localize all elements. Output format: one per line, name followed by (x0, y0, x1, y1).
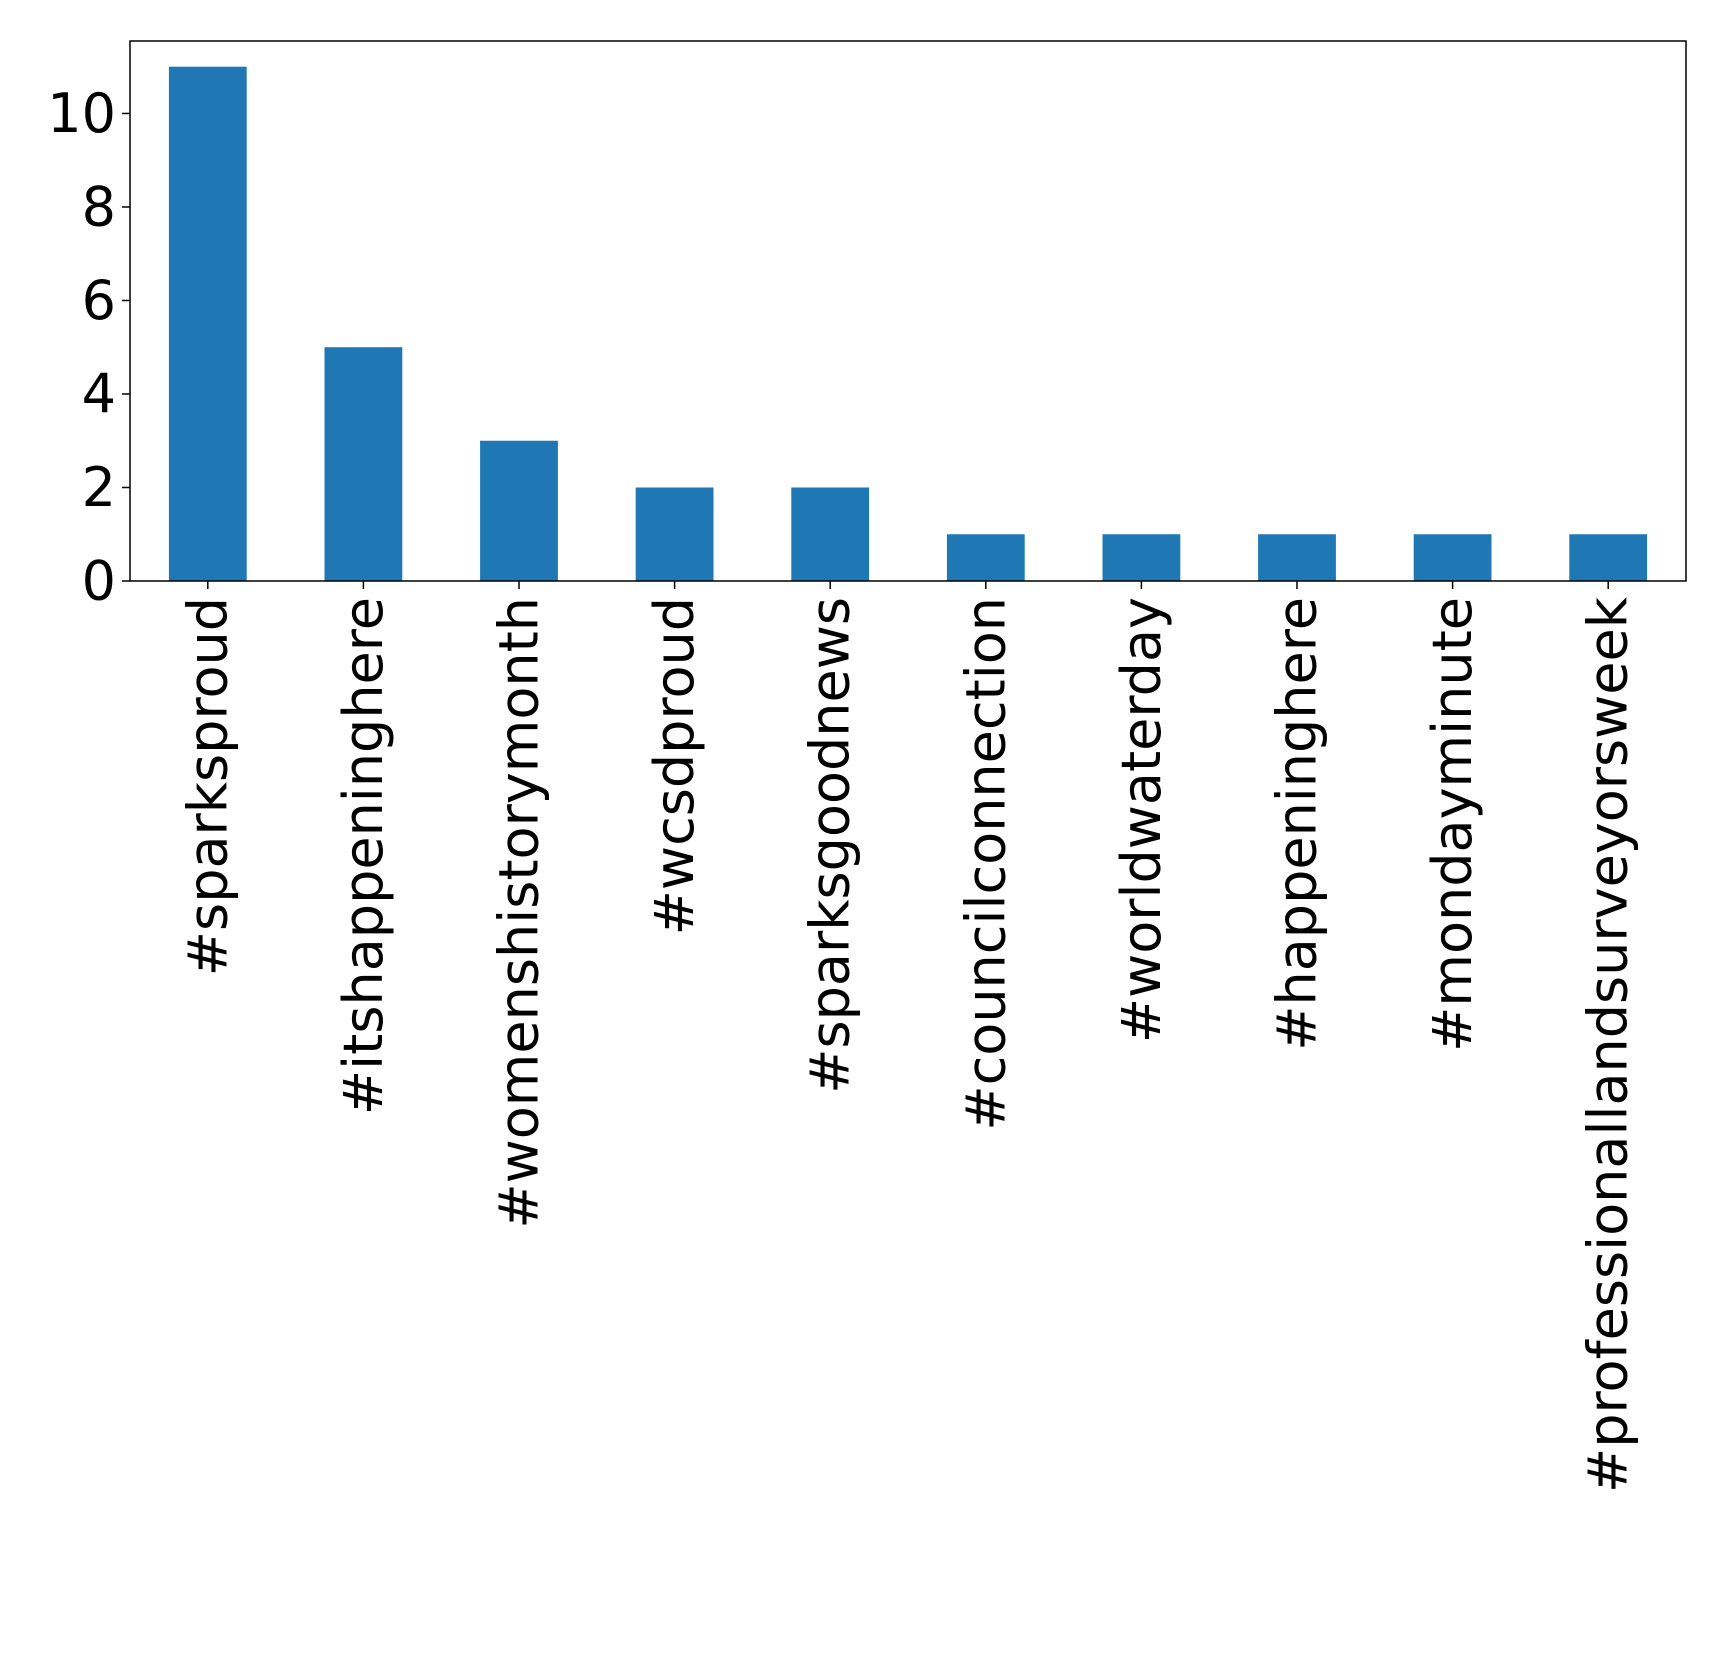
bar-2 (480, 440, 558, 581)
y-tick-label-0: 0 (82, 550, 116, 613)
y-tick-label-4: 8 (82, 175, 116, 238)
x-tick-label-0: #sparksproud (176, 597, 239, 976)
bars-group (168, 66, 1648, 581)
bar-0 (168, 66, 247, 581)
bar-4 (791, 487, 870, 581)
x-tick-label-1: #itshappeninghere (332, 597, 395, 1115)
bar-7 (1258, 534, 1336, 581)
bar-6 (1102, 534, 1181, 581)
x-tick-label-4: #sparksgoodnews (799, 597, 862, 1094)
y-tick-label-1: 2 (82, 456, 116, 519)
bar-3 (635, 487, 714, 581)
x-tick-label-8: #mondayminute (1421, 597, 1484, 1052)
x-tick-label-5: #councilconnection (954, 597, 1017, 1131)
x-axis-ticks: #sparksproud #itshappeninghere #womenshist… (176, 581, 1640, 1493)
x-tick-label-7: #happeninghere (1266, 597, 1329, 1051)
y-tick-label-5: 10 (47, 82, 116, 145)
y-tick-label-2: 4 (82, 362, 116, 425)
x-tick-label-2: #womenshistorymonth (488, 597, 551, 1229)
x-tick-label-3: #wcsdproud (643, 597, 706, 935)
bar-9 (1569, 534, 1648, 581)
bar-8 (1413, 534, 1492, 581)
y-tick-label-3: 6 (82, 269, 116, 332)
y-axis-ticks: 0 2 4 6 8 10 (47, 82, 130, 613)
plot-frame (129, 40, 1687, 582)
x-tick-label-9: #professionallandsurveyorsweek (1577, 596, 1640, 1493)
bar-5 (946, 534, 1025, 581)
bar-1 (324, 347, 403, 581)
x-tick-label-6: #worldwaterday (1110, 597, 1173, 1043)
